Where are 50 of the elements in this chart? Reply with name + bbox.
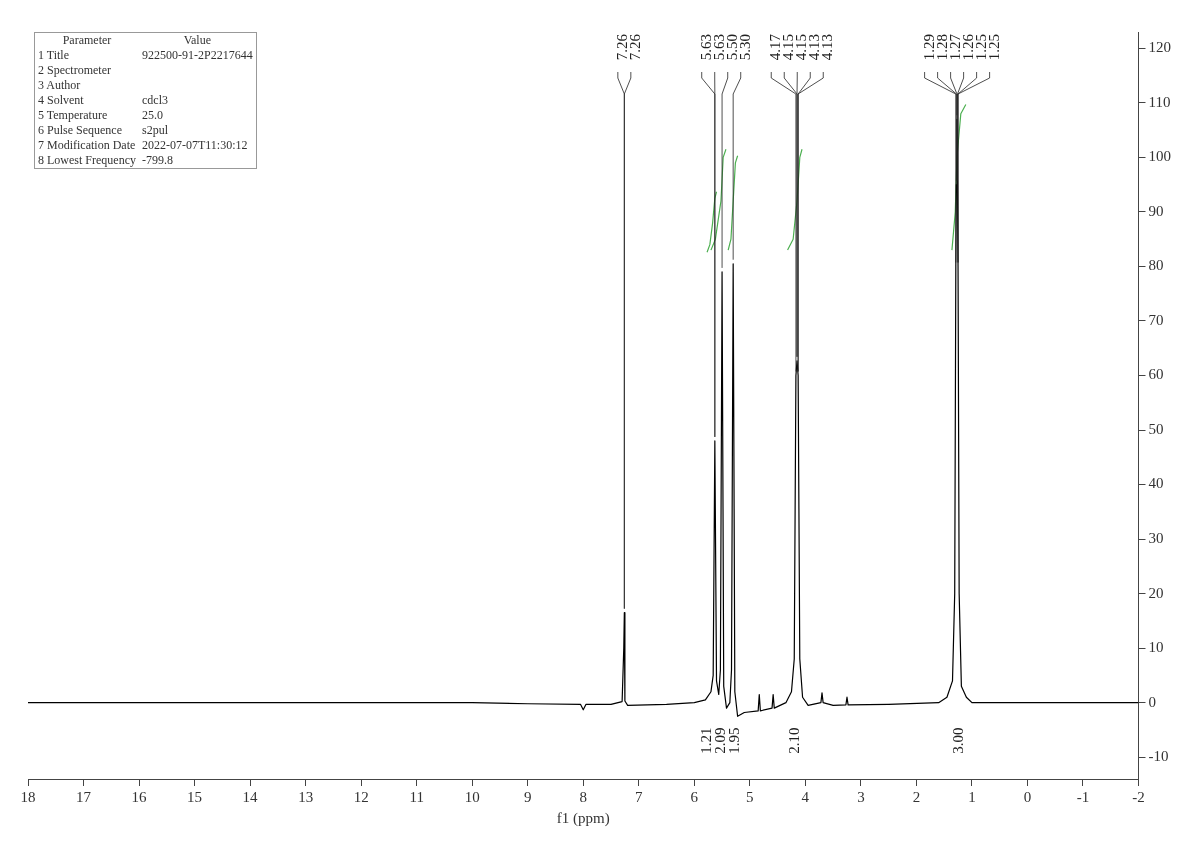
x-tick-label: 3 — [857, 788, 865, 805]
text: 1 Title 922500-91-2P2217644 — [38, 48, 253, 62]
text: 5 Temperature 25.0 — [38, 108, 163, 122]
x-tick-label: 12 — [353, 788, 369, 805]
y-tick-label: 50 — [1148, 420, 1164, 437]
x-tick-label: 16 — [131, 788, 148, 805]
annotation: 8 Lowest Frequency -799.8 — [37, 153, 174, 169]
x-tick-label: -1 — [1076, 788, 1090, 805]
x-tick-label: 4 — [801, 788, 810, 805]
x-tick-label: -2 — [1132, 788, 1145, 805]
annotation: 1.95 — [725, 727, 742, 754]
y-tick-label: 20 — [1148, 584, 1164, 601]
y-tick-label: 70 — [1148, 311, 1164, 328]
y-tick-label: 30 — [1148, 530, 1164, 547]
x-tick-label: 15 — [187, 788, 203, 805]
x-tick-label: 17 — [76, 788, 92, 805]
text: 6 Pulse Sequence s2pul — [38, 123, 168, 137]
x-tick-label: 8 — [579, 788, 587, 805]
x-tick-label: 6 — [690, 788, 699, 805]
y-tick-label: 10 — [1148, 639, 1164, 656]
x-tick-label: 9 — [523, 788, 532, 805]
x-tick-label: 2 — [912, 788, 921, 805]
text: 4 Solvent cdcl3 — [38, 93, 168, 107]
y-tick-label: 60 — [1148, 366, 1164, 383]
x-axis-title: f1 (ppm) — [556, 809, 610, 827]
x-tick-label: 13 — [298, 788, 314, 805]
annotation: 3.00 — [949, 727, 966, 754]
y-tick-label: 120 — [1148, 39, 1171, 56]
x-tick-label: 7 — [635, 788, 644, 805]
annotation: 1.21 — [697, 727, 714, 754]
x-tick-label: 11 — [409, 788, 424, 805]
x-tick-label: 5 — [746, 788, 754, 805]
y-tick-label: 100 — [1148, 148, 1171, 165]
text: Parameter Value — [62, 33, 211, 47]
annotation: 2.10 — [785, 727, 802, 754]
x-tick-label: 14 — [242, 788, 259, 805]
y-tick-label: 40 — [1148, 475, 1164, 492]
annotation: 3 Author — [37, 78, 82, 93]
y-tick-label: 80 — [1148, 257, 1164, 274]
y-tick-label: -10 — [1148, 748, 1169, 765]
y-tick-label: 110 — [1148, 93, 1171, 110]
x-tick-label: 10 — [464, 788, 480, 805]
annotation: 7 Modification Date 2022-07-07T11:30:12 — [37, 138, 249, 153]
x-tick-label: 18 — [20, 788, 36, 805]
x-tick-label: 1 — [968, 788, 976, 805]
annotation: 2 Spectrometer — [37, 63, 112, 78]
x-tick-label: 0 — [1023, 788, 1032, 805]
y-tick-label: 90 — [1148, 202, 1164, 219]
annotation: 2.09 — [711, 727, 728, 754]
y-tick-label: 0 — [1148, 693, 1156, 710]
